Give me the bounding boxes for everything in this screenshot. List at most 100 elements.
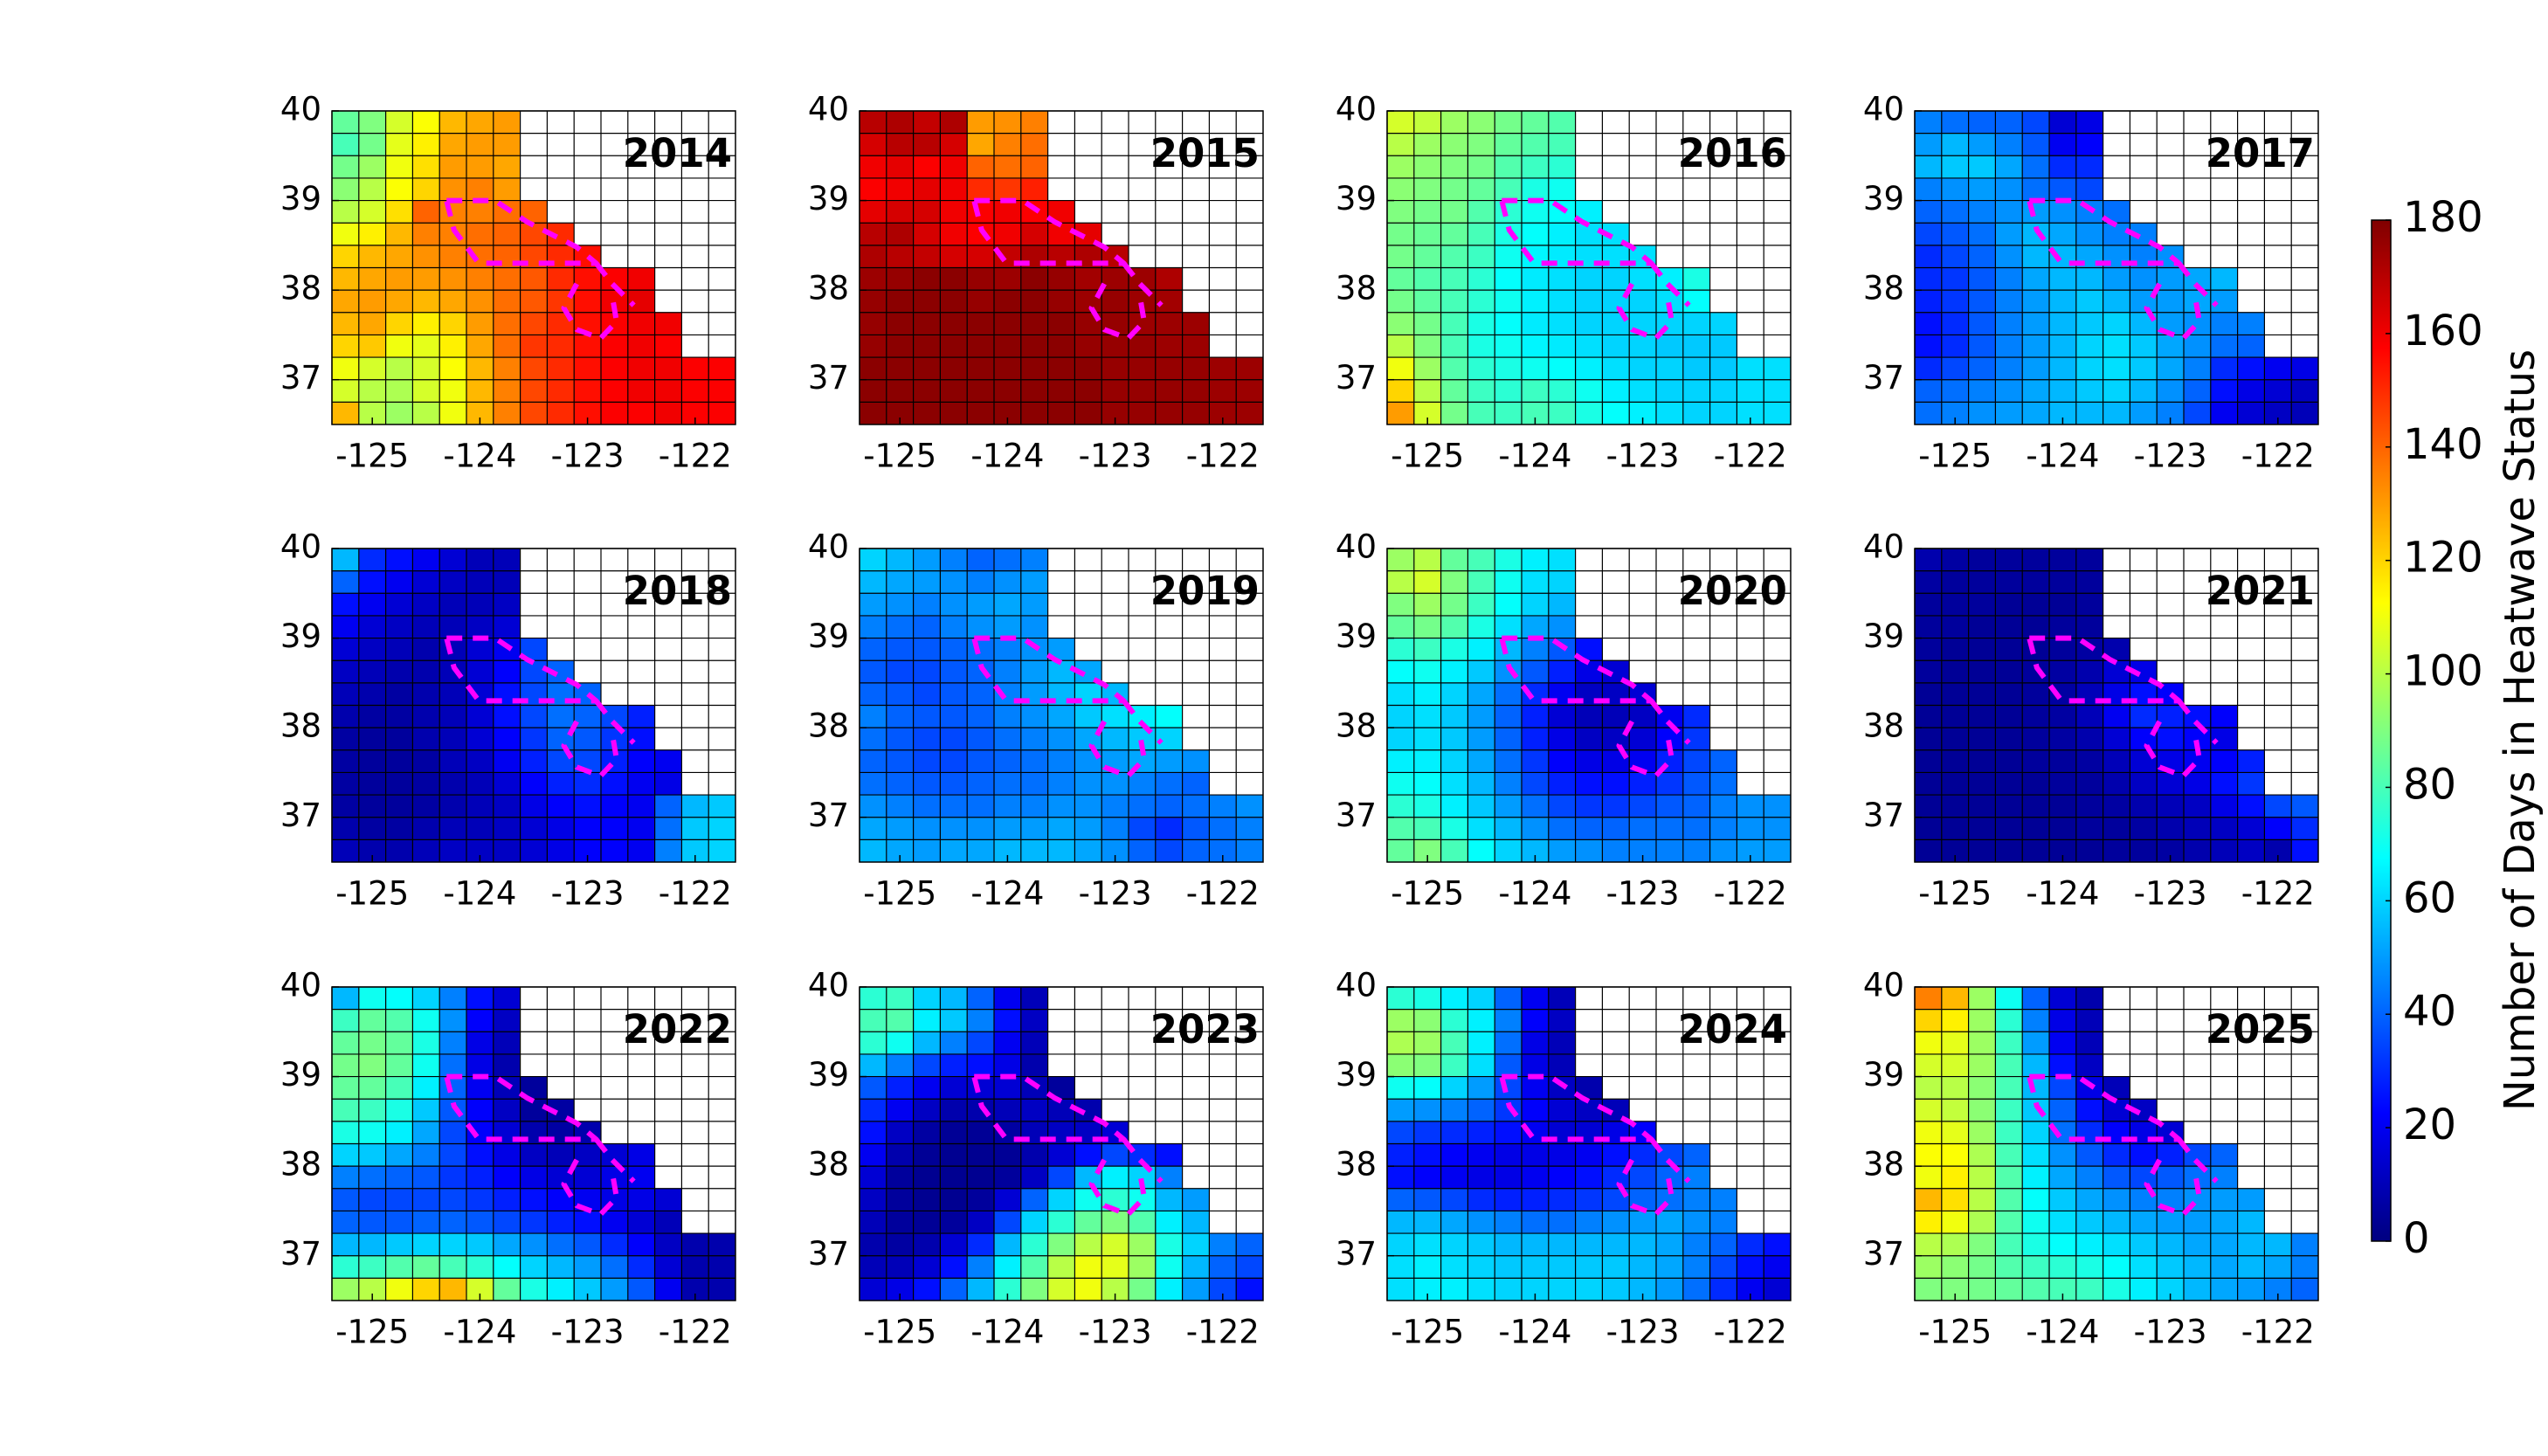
- heat-cell: [1764, 1255, 1791, 1279]
- heat-cell: [1413, 1076, 1441, 1100]
- heat-cell: [940, 728, 968, 750]
- heat-cell: [1074, 839, 1102, 862]
- heat-cell: [1495, 1053, 1522, 1077]
- x-tick-label: -123: [2134, 875, 2207, 913]
- heat-cell: [1495, 1233, 1522, 1256]
- heat-cell: [439, 749, 466, 773]
- heat-cell: [627, 705, 655, 728]
- heat-cell: [493, 133, 521, 156]
- heat-cell: [1995, 1211, 2023, 1234]
- heat-cell: [940, 660, 968, 683]
- heat-cell: [1387, 817, 1414, 840]
- heat-cell: [860, 223, 887, 245]
- heat-cell: [1915, 1233, 1942, 1256]
- heat-cell: [1182, 1233, 1210, 1256]
- heat-cell: [1629, 335, 1656, 358]
- heat-cell: [1995, 660, 2023, 683]
- heat-cell: [1440, 267, 1468, 291]
- heat-cell: [1020, 593, 1048, 616]
- heat-cell: [1387, 749, 1414, 773]
- x-tick-label: -124: [2026, 1314, 2099, 1351]
- heat-cell: [940, 1121, 968, 1144]
- heat-cell: [1548, 357, 1576, 380]
- heat-cell: [493, 1009, 521, 1032]
- heat-cell: [385, 312, 413, 335]
- heat-cell: [967, 570, 994, 594]
- heat-cell: [2103, 1255, 2130, 1279]
- heat-cell: [1709, 1278, 1737, 1301]
- heat-cell: [860, 1166, 887, 1189]
- heat-cell: [1941, 705, 1969, 728]
- heat-cell: [601, 772, 628, 796]
- heat-cell: [2075, 1278, 2103, 1301]
- heat-cell: [358, 705, 386, 728]
- heat-cell: [886, 379, 914, 403]
- heat-cell: [2049, 987, 2076, 1010]
- heat-cell: [1440, 1009, 1468, 1032]
- heat-cell: [1387, 290, 1414, 313]
- heat-cell: [520, 772, 548, 796]
- heat-cell: [913, 335, 941, 358]
- heat-cell: [913, 200, 941, 224]
- heat-cell: [332, 155, 359, 178]
- heat-cell: [1020, 1233, 1048, 1256]
- heat-cell: [1629, 1255, 1656, 1279]
- heat-cell: [2049, 335, 2076, 358]
- heat-cell: [1915, 200, 1942, 224]
- heat-cell: [439, 177, 466, 201]
- heat-cell: [1047, 817, 1075, 840]
- heat-cell: [1440, 839, 1468, 862]
- heat-cell: [1495, 817, 1522, 840]
- heat-cell: [358, 1053, 386, 1077]
- x-tick-label: -122: [2241, 875, 2315, 913]
- heat-cell: [439, 1143, 466, 1167]
- heat-cell: [466, 1211, 494, 1234]
- heat-cell: [332, 570, 359, 594]
- heat-cell: [913, 749, 941, 773]
- y-tick-label: 40: [280, 967, 321, 1004]
- heat-cell: [439, 638, 466, 661]
- heat-cell: [627, 795, 655, 818]
- heat-cell: [1495, 1255, 1522, 1279]
- heat-cell: [520, 839, 548, 862]
- heat-cell: [2075, 987, 2103, 1010]
- heat-cell: [1995, 549, 2023, 571]
- colorbar-tick-label: 140: [2403, 420, 2483, 469]
- heat-cell: [574, 1255, 601, 1279]
- heat-cell: [1968, 402, 1996, 424]
- heat-cell: [1440, 772, 1468, 796]
- heat-cell: [1575, 1166, 1603, 1189]
- heat-cell: [1495, 312, 1522, 335]
- heat-cell: [886, 245, 914, 268]
- heat-cell: [1709, 312, 1737, 335]
- heat-cell: [2075, 402, 2103, 424]
- heat-cell: [1440, 1188, 1468, 1211]
- heat-cell: [466, 772, 494, 796]
- heat-cell: [1548, 549, 1576, 571]
- heat-cell: [2184, 817, 2211, 840]
- heat-cell: [2103, 1143, 2130, 1167]
- heat-cell: [1737, 795, 1764, 818]
- heat-cell: [1020, 987, 1048, 1010]
- heat-cell: [412, 245, 440, 268]
- heat-cell: [1182, 335, 1210, 358]
- heat-cell: [1495, 749, 1522, 773]
- heat-cell: [681, 379, 709, 403]
- heat-cell: [913, 223, 941, 245]
- heat-cell: [520, 1255, 548, 1279]
- heat-cell: [2291, 379, 2318, 403]
- heat-cell: [940, 155, 968, 178]
- heat-cell: [1129, 1278, 1156, 1301]
- heat-cell: [940, 1099, 968, 1121]
- heat-cell: [967, 615, 994, 638]
- axes-box: [859, 986, 1264, 1301]
- heat-cell: [1682, 1255, 1710, 1279]
- x-tick-label: -125: [863, 438, 936, 475]
- heat-cell: [2103, 1278, 2130, 1301]
- heat-cell: [493, 1143, 521, 1167]
- heat-cell: [1656, 817, 1683, 840]
- y-tick-label: 39: [1863, 180, 1904, 217]
- heat-cell: [1387, 1121, 1414, 1144]
- heat-cell: [2022, 379, 2049, 403]
- heat-cell: [2103, 817, 2130, 840]
